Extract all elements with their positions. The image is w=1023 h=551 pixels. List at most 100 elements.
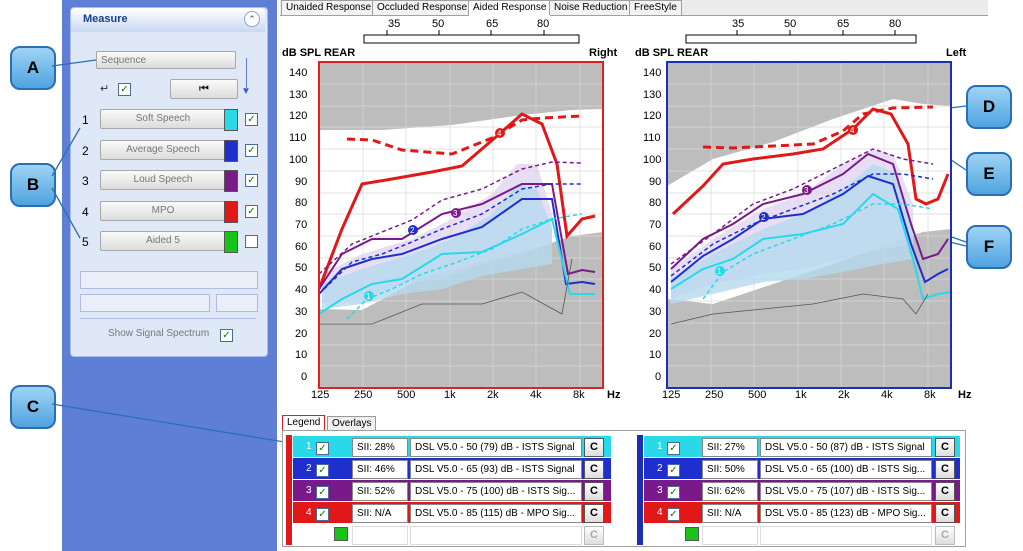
svg-text:1: 1: [717, 267, 722, 276]
left-legend-c-button-3[interactable]: C: [935, 482, 955, 501]
left-x-8k: 8k: [924, 389, 936, 401]
left-legend-desc-5: [760, 526, 932, 545]
loud-speech-checkbox[interactable]: ✓: [245, 174, 258, 187]
right-y-60: 60: [295, 241, 308, 253]
soft-speech-checkbox[interactable]: ✓: [245, 113, 258, 126]
right-legend-c-button-1[interactable]: C: [584, 438, 604, 457]
right-y-110: 110: [289, 132, 307, 144]
loud-speech-color-dropdown[interactable]: [224, 170, 238, 192]
left-legend-c-button-5[interactable]: C: [935, 526, 955, 545]
mpo-checkbox[interactable]: ✓: [245, 205, 258, 218]
right-x-1k: 1k: [444, 389, 456, 401]
right-legend-bar: [286, 435, 292, 545]
left-y-130: 130: [643, 89, 662, 101]
right-x-unit: Hz: [607, 389, 621, 401]
left-legend-check-4[interactable]: ✓: [667, 508, 680, 521]
left-y-0: 0: [655, 371, 662, 383]
left-y-10: 10: [649, 349, 662, 361]
tab-legend[interactable]: Legend: [282, 415, 326, 430]
right-legend-c-button-2[interactable]: C: [584, 460, 604, 479]
left-legend-bar: [637, 435, 643, 545]
left-legend-sii-4: SII: N/A: [702, 504, 758, 523]
right-y-130: 130: [289, 89, 308, 101]
average-speech-checkbox[interactable]: ✓: [245, 144, 258, 157]
left-legend-desc-1: DSL V5.0 - 50 (87) dB - ISTS Signal: [760, 438, 932, 457]
svg-text:3: 3: [453, 209, 458, 218]
right-x-8k: 8k: [573, 389, 585, 401]
left-legend-check-3[interactable]: ✓: [667, 486, 680, 499]
aided-5-color-dropdown[interactable]: [224, 231, 238, 253]
right-legend-check-2[interactable]: ✓: [316, 464, 329, 477]
loud-speech-button[interactable]: Loud Speech: [100, 170, 226, 190]
left-legend-num-4: 4: [657, 507, 663, 518]
rewind-button[interactable]: ⏮: [170, 79, 238, 99]
left-y-90: 90: [649, 176, 662, 188]
right-x-2k: 2k: [487, 389, 499, 401]
right-x-4k: 4k: [530, 389, 542, 401]
sequence-arrow-icon: ▼: [241, 86, 251, 97]
left-x-1k: 1k: [795, 389, 807, 401]
right-y-90: 90: [295, 176, 308, 188]
status-field-3: [216, 294, 258, 312]
left-legend-desc-4: DSL V5.0 - 85 (123) dB - MPO Sig...: [760, 504, 932, 523]
mpo-button[interactable]: MPO: [100, 201, 226, 221]
left-legend-sii-3: SII: 62%: [702, 482, 758, 501]
measure-num-3: 3: [82, 174, 89, 188]
left-legend-sii-1: SII: 27%: [702, 438, 758, 457]
left-legend-desc-3: DSL V5.0 - 75 (107) dB - ISTS Sig...: [760, 482, 932, 501]
tab-overlays[interactable]: Overlays: [327, 416, 377, 431]
right-legend-c-button-3[interactable]: C: [584, 482, 604, 501]
right-x-125: 125: [311, 389, 330, 401]
left-top-scale-50: 50: [784, 18, 797, 30]
left-legend-num-1: 1: [657, 441, 663, 452]
soft-speech-color-dropdown[interactable]: [224, 109, 238, 131]
measure-num-5: 5: [82, 235, 89, 249]
left-x-2k: 2k: [838, 389, 850, 401]
right-legend-check-3[interactable]: ✓: [316, 486, 329, 499]
right-y-10: 10: [295, 349, 308, 361]
right-y-120: 120: [289, 110, 308, 122]
left-top-scale-35: 35: [732, 18, 745, 30]
svg-text:2: 2: [410, 226, 415, 235]
aided-5-checkbox[interactable]: [245, 235, 258, 248]
left-legend-check-2[interactable]: ✓: [667, 464, 680, 477]
left-legend-c-button-1[interactable]: C: [935, 438, 955, 457]
average-speech-color-dropdown[interactable]: [224, 140, 238, 162]
right-top-scale-50: 50: [432, 18, 445, 30]
right-legend-aided5-swatch: [334, 527, 348, 541]
measure-num-2: 2: [82, 144, 89, 158]
mpo-color-dropdown[interactable]: [224, 201, 238, 223]
left-chart-ylabel: dB SPL REAR: [635, 47, 709, 59]
svg-text:3: 3: [804, 186, 809, 195]
left-x-500: 500: [748, 389, 767, 401]
left-top-scale-65: 65: [837, 18, 850, 30]
right-chart-side-label: Right: [589, 47, 618, 59]
right-legend-check-1[interactable]: ✓: [316, 442, 329, 455]
right-legend-num-3: 3: [306, 485, 312, 496]
measure-panel-header: [71, 8, 265, 32]
left-legend-c-button-2[interactable]: C: [935, 460, 955, 479]
right-chart-ylabel: dB SPL REAR: [282, 47, 356, 59]
left-legend-c-button-4[interactable]: C: [935, 504, 955, 523]
tab-freestyle[interactable]: FreeStyle: [629, 0, 682, 15]
status-field-1: [80, 271, 258, 289]
collapse-icon[interactable]: ⌃: [244, 11, 260, 27]
right-x-250: 250: [354, 389, 373, 401]
left-x-250: 250: [705, 389, 724, 401]
loop-checkbox[interactable]: ✓: [118, 83, 131, 96]
callout-a: A: [10, 46, 56, 90]
show-signal-spectrum-checkbox[interactable]: ✓: [220, 329, 233, 342]
right-legend-num-1: 1: [306, 441, 312, 452]
sequence-dropdown[interactable]: Sequence: [96, 51, 236, 69]
right-legend-c-button-4[interactable]: C: [584, 504, 604, 523]
right-legend-desc-3: DSL V5.0 - 75 (100) dB - ISTS Sig...: [410, 482, 582, 501]
svg-text:1: 1: [366, 292, 371, 301]
left-y-120: 120: [643, 110, 662, 122]
sequence-arrow-line: [246, 58, 247, 88]
callout-d: D: [966, 85, 1012, 129]
right-legend-c-button-5[interactable]: C: [584, 526, 604, 545]
left-legend-check-1[interactable]: ✓: [667, 442, 680, 455]
right-legend-check-4[interactable]: ✓: [316, 508, 329, 521]
right-y-50: 50: [295, 262, 308, 274]
measure-title: Measure: [83, 13, 128, 25]
